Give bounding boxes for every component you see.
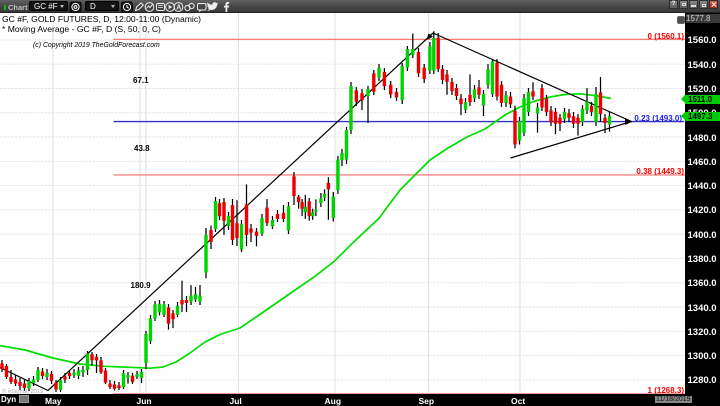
svg-text:A: A: [176, 5, 181, 12]
